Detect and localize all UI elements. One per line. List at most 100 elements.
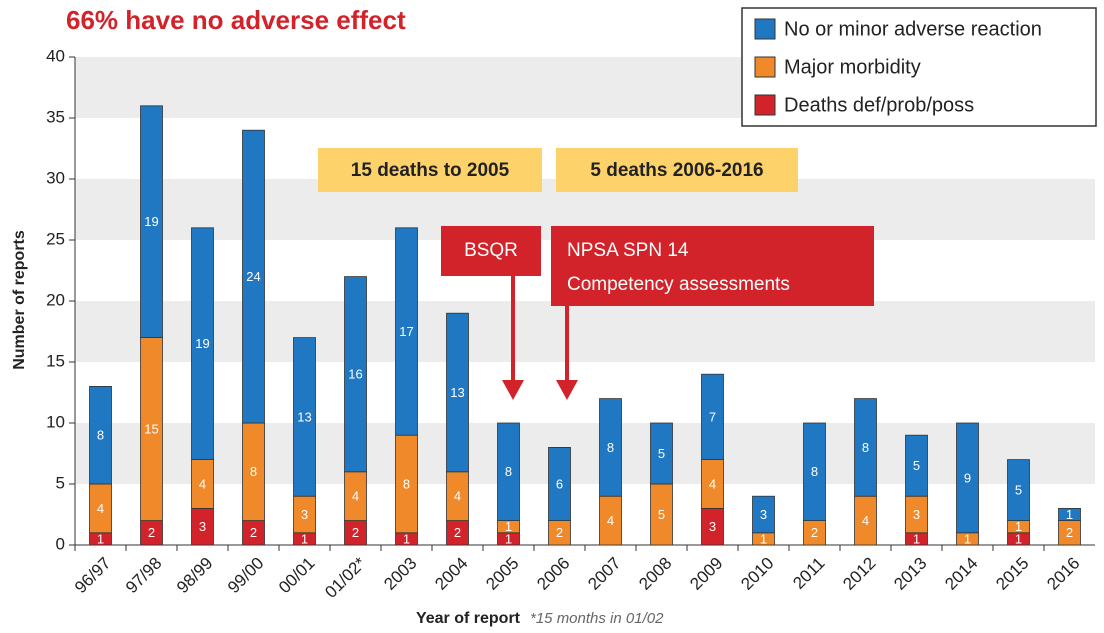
bar-segment xyxy=(242,129,265,424)
data-label: 2 xyxy=(811,525,818,540)
bar-segment xyxy=(854,398,877,497)
legend-label: Deaths def/prob/poss xyxy=(784,94,974,116)
x-tick-label: 2009 xyxy=(686,554,726,594)
chart-title: 66% have no adverse effect xyxy=(66,5,406,35)
bar-segment xyxy=(140,105,163,339)
legend-swatch xyxy=(754,56,776,78)
data-label: 1 xyxy=(1015,531,1022,546)
annotation-box xyxy=(441,226,541,276)
data-label: 9 xyxy=(964,470,971,485)
x-tick-label: 2006 xyxy=(533,554,573,594)
x-tick-label: 99/00 xyxy=(224,554,268,598)
x-tick-label: 2013 xyxy=(890,554,930,594)
data-label: 1 xyxy=(505,519,512,534)
data-label: 2 xyxy=(250,525,257,540)
y-tick-label: 15 xyxy=(46,351,65,370)
data-label: 13 xyxy=(450,385,464,400)
data-label: 4 xyxy=(862,513,869,528)
data-label: 8 xyxy=(862,440,869,455)
y-tick-label: 30 xyxy=(46,168,65,187)
data-label: 8 xyxy=(250,464,257,479)
data-label: 3 xyxy=(709,519,716,534)
data-label: 3 xyxy=(199,519,206,534)
x-axis-title: Year of report xyxy=(416,610,521,627)
bar-segment xyxy=(803,422,826,521)
bar-segment xyxy=(293,337,316,497)
annotation-box xyxy=(551,226,874,306)
data-label: 1 xyxy=(1066,507,1073,522)
data-label: 19 xyxy=(144,214,158,229)
annotation: 15 deaths to 2005 xyxy=(351,160,510,181)
x-tick-label: 2011 xyxy=(789,554,828,593)
bar-segment xyxy=(344,276,367,473)
data-label: 19 xyxy=(195,336,209,351)
data-label: 6 xyxy=(556,476,563,491)
x-tick-label: 98/99 xyxy=(173,554,217,598)
grid-band xyxy=(75,301,1095,362)
bar-segment xyxy=(1058,507,1081,521)
x-tick-label: 96/97 xyxy=(71,554,115,598)
legend xyxy=(741,7,1097,127)
x-tick-label: 2003 xyxy=(380,554,420,594)
footnote: *15 months in 01/02 xyxy=(530,610,664,627)
annotation: 5 deaths 2006-2016 xyxy=(590,160,763,181)
bar-segment xyxy=(752,495,775,534)
grid-band xyxy=(75,423,1095,484)
data-label: 5 xyxy=(658,446,665,461)
data-label: 1 xyxy=(964,531,971,546)
data-label: 1 xyxy=(505,531,512,546)
bar-segment xyxy=(1007,459,1030,522)
x-tick-label: 2005 xyxy=(482,554,522,594)
y-tick-label: 35 xyxy=(46,107,65,126)
data-label: 4 xyxy=(352,489,359,504)
y-tick-label: 20 xyxy=(46,290,65,309)
x-tick-label: 2007 xyxy=(584,554,624,594)
x-tick-label: 01/02* xyxy=(321,553,369,601)
y-tick-label: 10 xyxy=(46,412,65,431)
data-label: 4 xyxy=(607,513,614,528)
data-label: 3 xyxy=(301,507,308,522)
x-tick-label: 2014 xyxy=(941,554,981,594)
bar-segment xyxy=(650,422,673,485)
bar-segment xyxy=(599,398,622,497)
y-tick-label: 25 xyxy=(46,229,65,248)
data-label: 2 xyxy=(556,525,563,540)
y-tick-label: 5 xyxy=(56,473,65,492)
data-label: 1 xyxy=(301,531,308,546)
bar-segment xyxy=(548,446,571,521)
x-tick-label: 2015 xyxy=(992,554,1032,594)
data-label: 17 xyxy=(399,324,413,339)
data-label: 4 xyxy=(97,501,104,516)
data-label: 8 xyxy=(811,464,818,479)
bar-segment xyxy=(89,385,112,485)
x-tick-label: 00/01 xyxy=(275,554,319,598)
data-label: 2 xyxy=(1066,525,1073,540)
data-label: 5 xyxy=(1015,483,1022,498)
arrow-head xyxy=(556,380,578,400)
bar-segment xyxy=(395,227,418,436)
data-label: 3 xyxy=(760,507,767,522)
legend-swatch xyxy=(754,94,776,116)
x-tick-label: 2016 xyxy=(1043,554,1083,594)
bar-segment xyxy=(956,422,979,534)
x-tick-label: 2008 xyxy=(635,554,675,594)
data-label: 5 xyxy=(658,507,665,522)
data-label: 24 xyxy=(246,269,260,284)
bar-segment xyxy=(905,434,928,497)
bar-segment xyxy=(701,373,724,461)
legend-label: Major morbidity xyxy=(784,56,921,78)
data-label: 2 xyxy=(454,525,461,540)
data-label: 1 xyxy=(760,531,767,546)
data-label: 15 xyxy=(144,422,158,437)
data-label: 2 xyxy=(352,525,359,540)
data-label: 4 xyxy=(709,476,716,491)
annotation: BSQR xyxy=(464,240,518,261)
x-tick-label: 97/98 xyxy=(122,554,166,598)
data-label: 16 xyxy=(348,367,362,382)
data-label: 1 xyxy=(913,531,920,546)
data-label: 3 xyxy=(913,507,920,522)
data-label: 2 xyxy=(148,525,155,540)
data-label: 4 xyxy=(199,476,206,491)
data-label: 8 xyxy=(97,428,104,443)
